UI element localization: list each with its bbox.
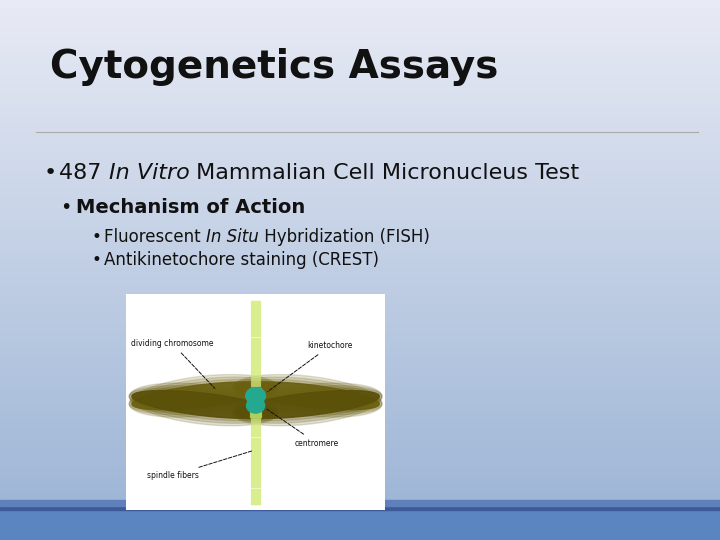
Polygon shape xyxy=(235,382,379,410)
Polygon shape xyxy=(233,388,382,421)
Polygon shape xyxy=(233,383,382,426)
Polygon shape xyxy=(130,388,278,421)
Text: In Vitro: In Vitro xyxy=(109,163,189,183)
Polygon shape xyxy=(130,386,278,423)
Text: In Situ: In Situ xyxy=(206,227,259,246)
Bar xyxy=(0,510,720,540)
Polygon shape xyxy=(130,383,278,426)
Circle shape xyxy=(246,398,265,413)
Text: centromere: centromere xyxy=(267,409,338,448)
Polygon shape xyxy=(233,375,382,417)
Circle shape xyxy=(246,388,266,404)
Text: Fluorescent: Fluorescent xyxy=(104,227,206,246)
Text: kinetochore: kinetochore xyxy=(268,341,353,392)
Polygon shape xyxy=(233,377,382,415)
Text: dividing chromosome: dividing chromosome xyxy=(131,339,215,388)
Polygon shape xyxy=(233,386,382,423)
Text: Mechanism of Action: Mechanism of Action xyxy=(76,198,305,218)
Text: •: • xyxy=(91,251,102,269)
Bar xyxy=(0,500,720,506)
Text: 487: 487 xyxy=(59,163,109,183)
Polygon shape xyxy=(233,380,382,412)
Text: Antikinetochore staining (CREST): Antikinetochore staining (CREST) xyxy=(104,251,379,269)
Text: •: • xyxy=(43,163,56,183)
Polygon shape xyxy=(130,375,278,417)
Text: •: • xyxy=(60,198,71,218)
Text: Cytogenetics Assays: Cytogenetics Assays xyxy=(50,49,499,86)
Polygon shape xyxy=(130,377,278,415)
Polygon shape xyxy=(130,380,278,412)
Text: •: • xyxy=(91,227,102,246)
Polygon shape xyxy=(132,390,276,418)
Bar xyxy=(0,506,720,510)
Text: Hybridization (FISH): Hybridization (FISH) xyxy=(259,227,430,246)
Text: spindle fibers: spindle fibers xyxy=(147,451,253,480)
Text: Mammalian Cell Micronucleus Test: Mammalian Cell Micronucleus Test xyxy=(189,163,580,183)
Polygon shape xyxy=(132,382,276,410)
Polygon shape xyxy=(235,390,379,418)
